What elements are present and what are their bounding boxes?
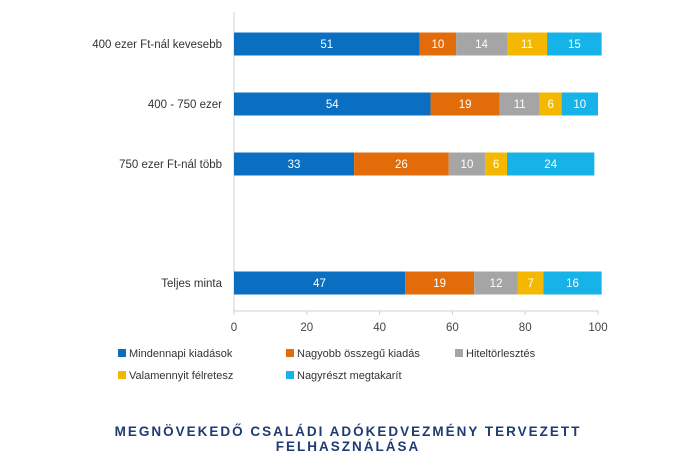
bar-segment <box>539 92 562 116</box>
bar-segment <box>448 152 486 176</box>
bar-segment <box>547 32 602 56</box>
legend-label: Valamennyit félretesz <box>129 370 233 382</box>
legend-swatch <box>118 371 126 379</box>
bar-segment <box>405 271 475 295</box>
category-label: 400 ezer Ft-nál kevesebb <box>92 39 222 51</box>
legend-swatch <box>286 371 294 379</box>
bar-value-label: 33 <box>288 159 301 171</box>
bar-segment <box>456 32 507 56</box>
bar-value-label: 47 <box>313 278 326 290</box>
chart-title: MEGNÖVEKEDŐ CSALÁDI ADÓKEDVEZMÉNY TERVEZ… <box>0 424 696 454</box>
bar-value-label: 6 <box>493 159 499 171</box>
bar-segment <box>419 32 457 56</box>
legend-swatch <box>455 349 463 357</box>
x-tick-label: 0 <box>231 322 237 334</box>
bar-value-label: 19 <box>433 278 446 290</box>
bar-value-label: 14 <box>475 39 488 51</box>
legend-label: Nagyobb összegű kiadás <box>297 348 420 360</box>
bar-value-label: 10 <box>461 159 474 171</box>
bar-value-label: 6 <box>547 99 553 111</box>
bar-value-label: 51 <box>320 39 333 51</box>
bar-value-label: 11 <box>514 99 526 111</box>
bar-value-label: 54 <box>326 99 339 111</box>
legend-label: Hiteltörlesztés <box>466 348 536 360</box>
category-label: 400 - 750 ezer <box>148 99 222 111</box>
bar-value-label: 10 <box>431 39 444 51</box>
x-tick-label: 80 <box>519 322 532 334</box>
bar-value-label: 12 <box>490 278 503 290</box>
chart-title-line-1: MEGNÖVEKEDŐ CSALÁDI ADÓKEDVEZMÉNY TERVEZ… <box>114 424 582 439</box>
bar-segment <box>234 271 406 295</box>
bar-value-label: 7 <box>527 278 533 290</box>
bar-value-label: 24 <box>544 159 557 171</box>
bar-segment <box>474 271 518 295</box>
bar-segment <box>485 152 507 176</box>
x-tick-label: 100 <box>588 322 607 334</box>
legend-swatch <box>286 349 294 357</box>
bar-value-label: 10 <box>573 99 586 111</box>
bar-value-label: 26 <box>395 159 408 171</box>
bar-segment <box>543 271 602 295</box>
bar-segment <box>234 92 431 116</box>
x-tick-label: 60 <box>446 322 459 334</box>
x-tick-label: 40 <box>373 322 386 334</box>
bar-segment <box>507 32 548 56</box>
chart-title-line-2: FELHASZNÁLÁSA <box>275 439 421 454</box>
bar-value-label: 11 <box>521 39 533 51</box>
bar-segment <box>517 271 544 295</box>
bar-segment <box>234 152 355 176</box>
legend-swatch <box>118 349 126 357</box>
category-label: 750 ezer Ft-nál több <box>119 159 222 171</box>
bar-segment <box>499 92 540 116</box>
bar-segment <box>507 152 595 176</box>
bar-segment <box>430 92 500 116</box>
category-label: Teljes minta <box>161 278 222 290</box>
bar-segment <box>234 32 420 56</box>
bar-segment <box>354 152 449 176</box>
bar-value-label: 16 <box>566 278 579 290</box>
x-tick-label: 20 <box>300 322 313 334</box>
bar-segment <box>561 92 598 116</box>
bar-value-label: 19 <box>459 99 472 111</box>
legend-label: Mindennapi kiadások <box>129 348 233 360</box>
bar-value-label: 15 <box>568 39 581 51</box>
legend-label: Nagyrészt megtakarít <box>297 370 402 382</box>
